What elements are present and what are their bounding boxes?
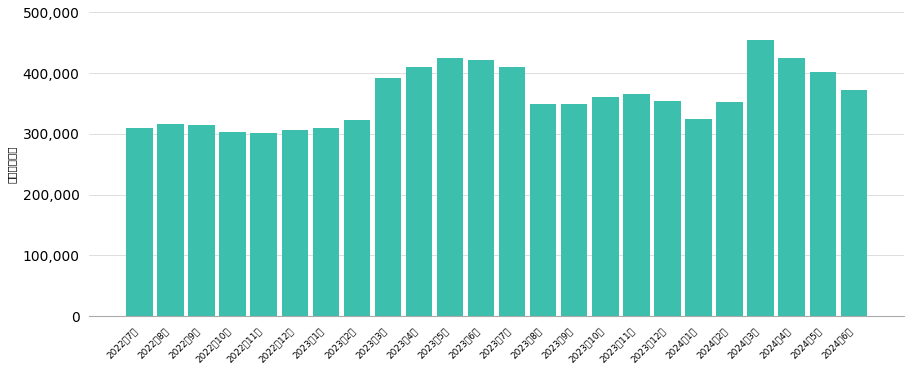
Bar bbox=[312, 128, 339, 316]
Bar bbox=[592, 98, 619, 316]
Bar bbox=[747, 40, 773, 316]
Bar bbox=[220, 132, 246, 316]
Bar bbox=[158, 124, 184, 316]
Bar bbox=[189, 125, 215, 316]
Bar bbox=[561, 104, 588, 316]
Bar bbox=[530, 104, 557, 316]
Y-axis label: 求人数（件）: 求人数（件） bbox=[7, 145, 17, 183]
Bar bbox=[685, 119, 711, 316]
Bar bbox=[841, 90, 867, 316]
Bar bbox=[251, 133, 277, 316]
Bar bbox=[405, 67, 432, 316]
Bar bbox=[654, 101, 681, 316]
Bar bbox=[623, 95, 650, 316]
Bar bbox=[437, 58, 464, 316]
Bar bbox=[374, 78, 401, 316]
Bar bbox=[779, 58, 805, 316]
Bar bbox=[468, 60, 495, 316]
Bar bbox=[810, 72, 836, 316]
Bar bbox=[281, 130, 308, 316]
Bar bbox=[499, 67, 526, 316]
Bar bbox=[343, 120, 370, 316]
Bar bbox=[716, 102, 742, 316]
Bar bbox=[127, 128, 153, 316]
